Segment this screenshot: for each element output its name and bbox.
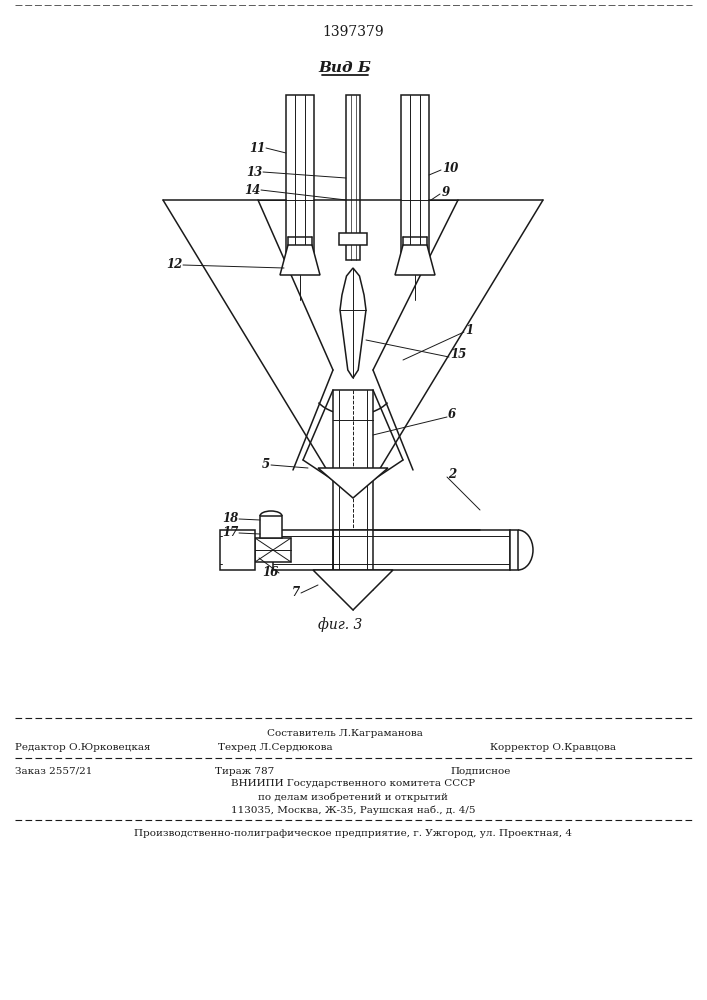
Text: 113035, Москва, Ж-35, Раушская наб., д. 4/5: 113035, Москва, Ж-35, Раушская наб., д. …: [230, 805, 475, 815]
Text: 1397379: 1397379: [322, 25, 384, 39]
Text: Корректор О.Кравцова: Корректор О.Кравцова: [490, 744, 616, 752]
Text: 1: 1: [465, 324, 473, 336]
Text: 13: 13: [246, 165, 262, 178]
Text: 6: 6: [448, 408, 456, 422]
Polygon shape: [255, 538, 291, 562]
Text: Заказ 2557/21: Заказ 2557/21: [15, 766, 93, 776]
Polygon shape: [313, 570, 393, 610]
Polygon shape: [318, 468, 388, 498]
Text: 7: 7: [292, 585, 300, 598]
Text: 15: 15: [450, 349, 466, 361]
Polygon shape: [273, 530, 333, 570]
Text: 10: 10: [442, 161, 458, 174]
Polygon shape: [333, 530, 510, 570]
Text: фиг. 3: фиг. 3: [318, 618, 362, 632]
Polygon shape: [340, 268, 366, 378]
Text: по делам изобретений и открытий: по делам изобретений и открытий: [258, 792, 448, 802]
Polygon shape: [333, 390, 373, 530]
Text: Тираж 787: Тираж 787: [215, 766, 274, 776]
Text: Подписное: Подписное: [450, 766, 510, 776]
Polygon shape: [280, 245, 320, 275]
Text: 5: 5: [262, 458, 270, 472]
Polygon shape: [346, 95, 360, 260]
Text: 2: 2: [448, 468, 456, 482]
Text: 9: 9: [442, 186, 450, 198]
Polygon shape: [401, 95, 429, 255]
Text: 18: 18: [222, 512, 238, 524]
Polygon shape: [510, 530, 518, 570]
Polygon shape: [395, 245, 435, 275]
Polygon shape: [220, 530, 255, 570]
Polygon shape: [339, 233, 367, 245]
Text: Составитель Л.Каграманова: Составитель Л.Каграманова: [267, 728, 423, 738]
Text: Производственно-полиграфическое предприятие, г. Ужгород, ул. Проектная, 4: Производственно-полиграфическое предприя…: [134, 828, 572, 838]
Polygon shape: [286, 95, 314, 255]
Text: ВНИИПИ Государственного комитета СССР: ВНИИПИ Государственного комитета СССР: [231, 780, 475, 788]
Text: 11: 11: [249, 141, 265, 154]
Text: 17: 17: [222, 526, 238, 538]
Text: 14: 14: [244, 184, 260, 196]
Text: Вид Б: Вид Б: [319, 61, 371, 75]
Polygon shape: [260, 516, 282, 538]
Text: Техред Л.Сердюкова: Техред Л.Сердюкова: [218, 744, 332, 752]
Text: Редактор О.Юрковецкая: Редактор О.Юрковецкая: [15, 744, 151, 752]
Text: 12: 12: [165, 258, 182, 271]
Text: 16: 16: [262, 566, 278, 578]
